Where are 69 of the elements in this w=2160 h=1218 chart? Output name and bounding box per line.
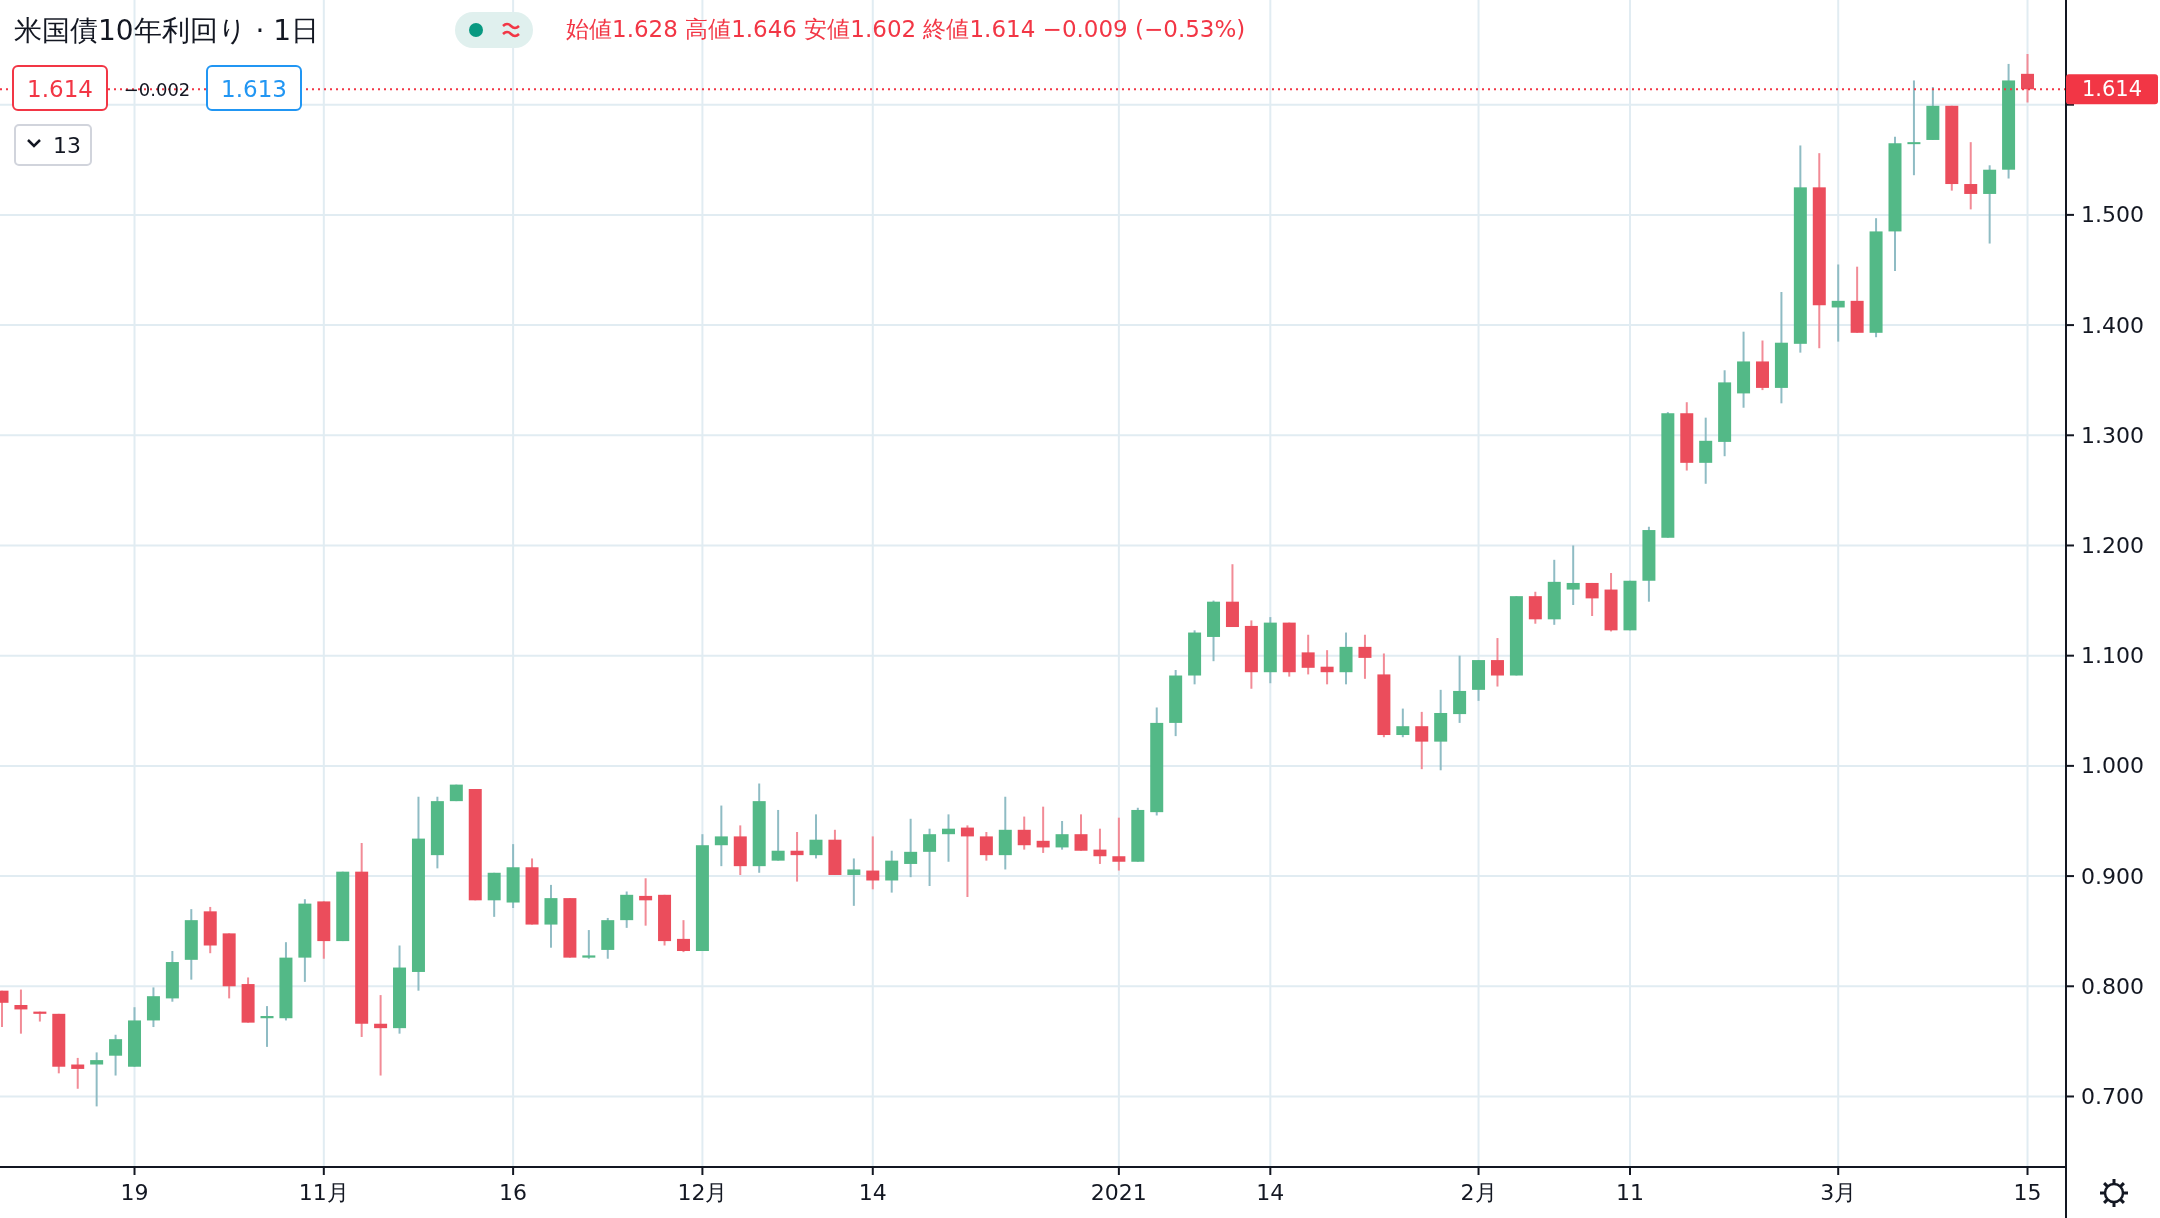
candlestick — [1831, 263, 1845, 343]
candlestick — [109, 1033, 123, 1077]
candlestick — [1453, 654, 1467, 724]
annotation: −0.002 — [123, 78, 191, 100]
candlestick — [374, 994, 388, 1077]
candlestick — [71, 1056, 85, 1090]
candlestick — [885, 849, 899, 894]
candlestick — [1964, 141, 1978, 211]
candlestick — [847, 857, 861, 907]
text: 米国債10年利回り · 1日 — [14, 14, 320, 47]
x-tick-label: 14 — [1256, 1180, 1285, 1205]
candlestick — [14, 988, 28, 1035]
candlestick — [1074, 813, 1088, 852]
x-tick-label: 15 — [2013, 1180, 2042, 1205]
candlestick — [866, 835, 880, 891]
candlestick — [1585, 581, 1599, 618]
candlestick — [639, 877, 653, 927]
candlestick — [1112, 816, 1126, 872]
y-tick-label: 1.000 — [2081, 753, 2144, 779]
candlestick — [1036, 805, 1050, 854]
candlestick — [2021, 53, 2035, 104]
candlestick — [1699, 416, 1713, 485]
ref-line-label: 1.614 — [2081, 77, 2143, 102]
x-tick-label: 19 — [120, 1180, 149, 1205]
candlestick — [1093, 827, 1107, 865]
x-tick-label: 11 — [1615, 1180, 1644, 1205]
candlestick — [1055, 819, 1069, 851]
candlestick — [90, 1051, 104, 1108]
candlestick — [260, 1005, 274, 1048]
candlestick — [1490, 637, 1504, 688]
candlestick — [1566, 544, 1580, 606]
candlestick — [904, 817, 918, 879]
candlestick — [942, 813, 955, 863]
x-tick-label: 2月 — [1460, 1180, 1497, 1205]
candlestick — [960, 824, 974, 899]
y-tick-label: 1.500 — [2081, 202, 2144, 228]
candlestick — [714, 804, 728, 868]
y-tick-label: 1.100 — [2081, 643, 2144, 669]
candlestick — [1396, 707, 1410, 739]
x-tick-label: 14 — [858, 1180, 887, 1205]
candlestick — [923, 827, 937, 887]
candlestick — [1528, 590, 1542, 625]
candlestick — [1017, 815, 1031, 851]
x-tick-label: 3月 — [1820, 1180, 1857, 1205]
candlestick — [1301, 633, 1315, 676]
y-tick-label: 1.400 — [2081, 312, 2144, 338]
candlestick — [1907, 79, 1921, 177]
annotation: 13 — [53, 132, 81, 158]
x-tick-label: 2021 — [1090, 1180, 1147, 1205]
y-tick-label: 1.300 — [2081, 422, 2144, 448]
annotation: 1.614 — [27, 76, 93, 102]
x-tick-label: 16 — [499, 1180, 528, 1205]
x-tick-label: 11月 — [298, 1180, 349, 1205]
y-tick-label: 0.800 — [2081, 973, 2144, 999]
candlestick — [1320, 649, 1334, 686]
candlestick — [979, 831, 993, 862]
x-tick-label: 12月 — [677, 1180, 728, 1205]
candlestick — [676, 919, 690, 954]
annotation: 始値1.628 高値1.646 安値1.602 終値1.614 −0.009 (−0.53%) — [566, 16, 1246, 42]
candlestick — [1415, 710, 1429, 771]
candlestick — [790, 831, 804, 883]
candlestick — [582, 929, 596, 960]
y-tick-label: 1.200 — [2081, 532, 2144, 558]
annotation: 1.613 — [221, 76, 287, 102]
y-tick-label: 0.700 — [2081, 1083, 2144, 1109]
candlestick — [771, 808, 785, 862]
candlestick — [1358, 633, 1372, 680]
y-tick-label: 0.900 — [2081, 863, 2144, 889]
candlestick — [809, 813, 823, 860]
